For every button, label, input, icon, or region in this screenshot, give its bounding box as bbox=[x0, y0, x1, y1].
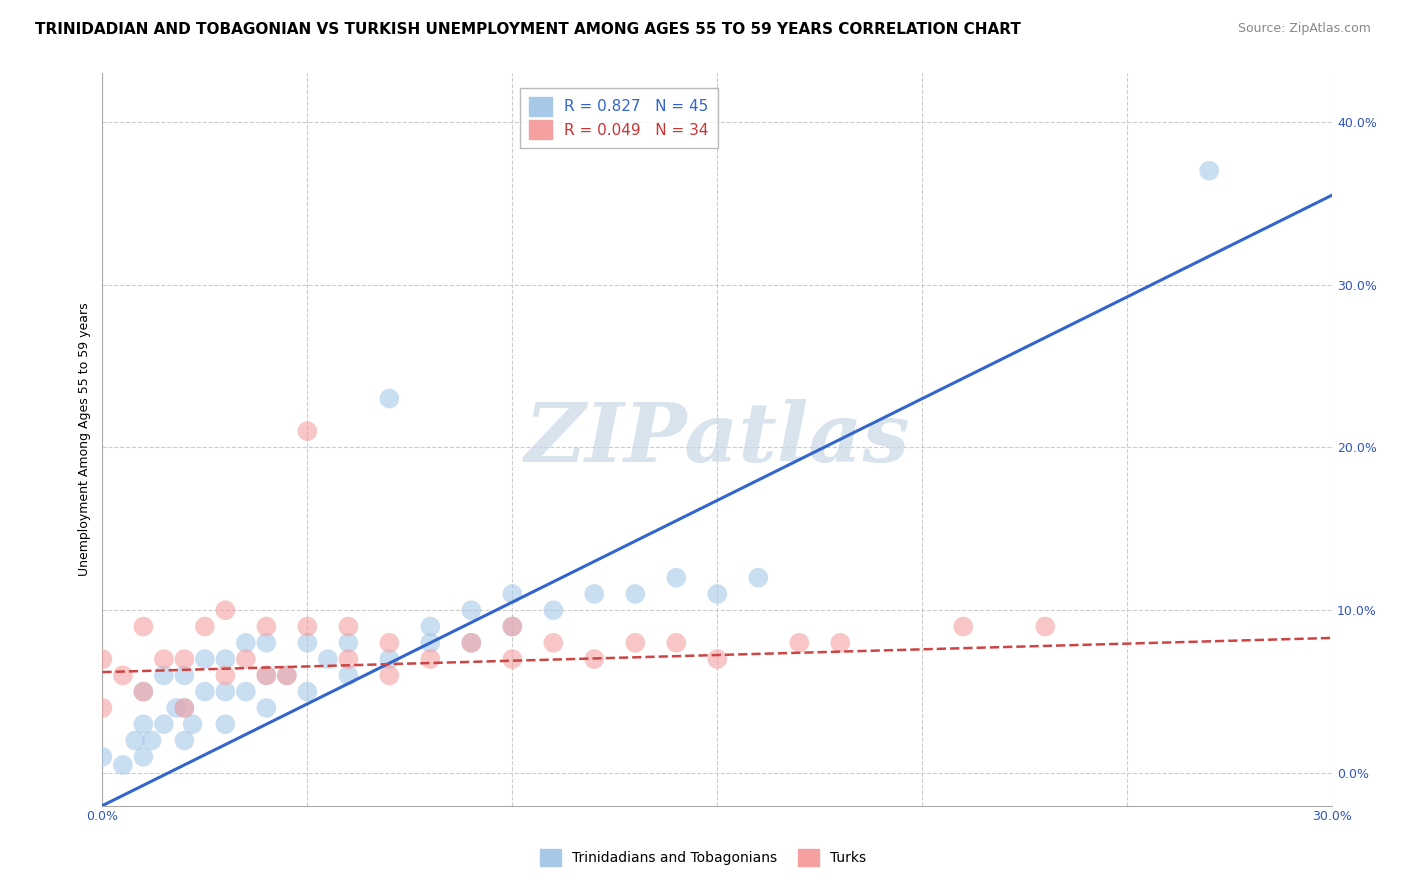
Point bbox=[583, 652, 606, 666]
Legend: R = 0.827   N = 45, R = 0.049   N = 34: R = 0.827 N = 45, R = 0.049 N = 34 bbox=[520, 88, 718, 148]
Point bbox=[254, 619, 277, 633]
Point bbox=[460, 636, 482, 650]
Point bbox=[194, 619, 217, 633]
Point bbox=[235, 652, 257, 666]
Point bbox=[706, 652, 728, 666]
Point bbox=[378, 636, 401, 650]
Point bbox=[173, 652, 195, 666]
Point bbox=[132, 619, 155, 633]
Point bbox=[254, 701, 277, 715]
Point bbox=[173, 701, 195, 715]
Point bbox=[132, 749, 155, 764]
Point bbox=[297, 636, 319, 650]
Point bbox=[1033, 619, 1056, 633]
Point bbox=[235, 684, 257, 698]
Point bbox=[173, 668, 195, 682]
Point bbox=[235, 636, 257, 650]
Point bbox=[153, 717, 176, 731]
Point bbox=[111, 668, 134, 682]
Point bbox=[1198, 163, 1220, 178]
Point bbox=[952, 619, 974, 633]
Point bbox=[419, 619, 441, 633]
Point bbox=[378, 652, 401, 666]
Point bbox=[747, 571, 769, 585]
Point bbox=[214, 684, 236, 698]
Point bbox=[337, 652, 360, 666]
Point bbox=[165, 701, 187, 715]
Point bbox=[337, 619, 360, 633]
Point bbox=[91, 749, 114, 764]
Text: TRINIDADIAN AND TOBAGONIAN VS TURKISH UNEMPLOYMENT AMONG AGES 55 TO 59 YEARS COR: TRINIDADIAN AND TOBAGONIAN VS TURKISH UN… bbox=[35, 22, 1021, 37]
Point bbox=[624, 587, 647, 601]
Point bbox=[706, 587, 728, 601]
Point bbox=[543, 603, 565, 617]
Point bbox=[194, 684, 217, 698]
Point bbox=[254, 668, 277, 682]
Point bbox=[91, 701, 114, 715]
Point bbox=[665, 636, 688, 650]
Text: Source: ZipAtlas.com: Source: ZipAtlas.com bbox=[1237, 22, 1371, 36]
Point bbox=[194, 652, 217, 666]
Point bbox=[214, 652, 236, 666]
Point bbox=[153, 652, 176, 666]
Point bbox=[460, 603, 482, 617]
Point bbox=[501, 652, 523, 666]
Point bbox=[830, 636, 852, 650]
Point bbox=[297, 684, 319, 698]
Point bbox=[583, 587, 606, 601]
Point bbox=[132, 717, 155, 731]
Point bbox=[543, 636, 565, 650]
Point bbox=[297, 424, 319, 438]
Point bbox=[214, 717, 236, 731]
Point bbox=[254, 636, 277, 650]
Point bbox=[254, 668, 277, 682]
Point bbox=[276, 668, 298, 682]
Y-axis label: Unemployment Among Ages 55 to 59 years: Unemployment Among Ages 55 to 59 years bbox=[79, 302, 91, 576]
Point bbox=[787, 636, 810, 650]
Point bbox=[501, 587, 523, 601]
Point bbox=[276, 668, 298, 682]
Point bbox=[316, 652, 339, 666]
Point bbox=[501, 619, 523, 633]
Point bbox=[141, 733, 163, 747]
Point bbox=[214, 668, 236, 682]
Legend: Trinidadians and Tobagonians, Turks: Trinidadians and Tobagonians, Turks bbox=[534, 844, 872, 871]
Point bbox=[124, 733, 146, 747]
Point bbox=[181, 717, 204, 731]
Point bbox=[337, 668, 360, 682]
Point bbox=[460, 636, 482, 650]
Point bbox=[91, 652, 114, 666]
Point bbox=[214, 603, 236, 617]
Point bbox=[665, 571, 688, 585]
Point bbox=[419, 652, 441, 666]
Point bbox=[378, 668, 401, 682]
Point bbox=[501, 619, 523, 633]
Point bbox=[297, 619, 319, 633]
Point bbox=[153, 668, 176, 682]
Point bbox=[337, 636, 360, 650]
Point bbox=[132, 684, 155, 698]
Point bbox=[173, 733, 195, 747]
Point bbox=[111, 758, 134, 772]
Point bbox=[419, 636, 441, 650]
Point bbox=[132, 684, 155, 698]
Text: ZIPatlas: ZIPatlas bbox=[524, 400, 910, 479]
Point bbox=[378, 392, 401, 406]
Point bbox=[173, 701, 195, 715]
Point bbox=[624, 636, 647, 650]
